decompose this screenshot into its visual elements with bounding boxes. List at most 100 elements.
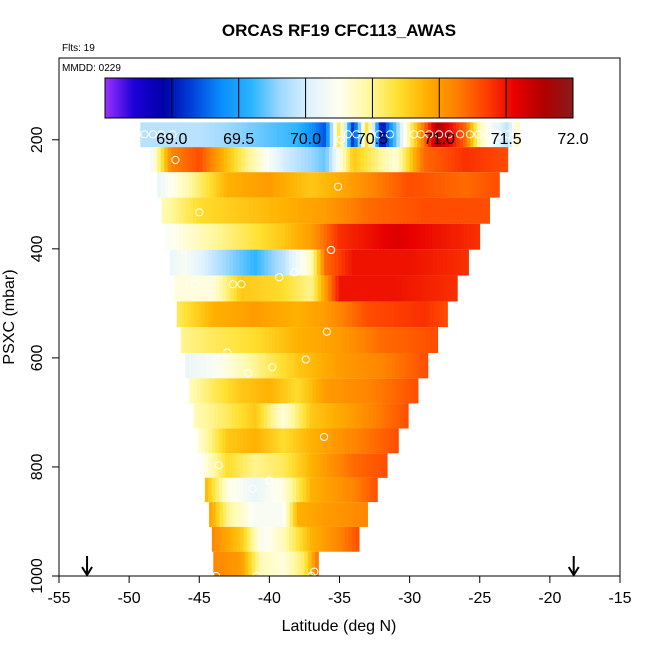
heatmap-cell	[457, 249, 462, 276]
heatmap-cell	[389, 122, 394, 148]
heatmap-cell	[497, 122, 502, 148]
heatmap-cell	[322, 122, 327, 148]
heatmap-cell	[402, 147, 407, 173]
sample-point	[374, 130, 383, 139]
heatmap-cell	[279, 551, 284, 576]
heatmap-cell	[469, 172, 474, 198]
heatmap-cell	[214, 223, 219, 250]
heatmap-cell	[197, 403, 202, 429]
heatmap-cell	[280, 197, 285, 224]
heatmap-cell	[160, 172, 165, 198]
heatmap-cell	[362, 477, 367, 503]
heatmap-cell	[215, 301, 220, 328]
heatmap-cell	[383, 249, 388, 276]
heatmap-cell	[224, 197, 229, 224]
heatmap-cell	[199, 352, 204, 379]
heatmap-cell	[281, 249, 286, 276]
sample-point	[322, 327, 331, 336]
colorbar-tick-label: 69.0	[156, 131, 187, 148]
heatmap-cell	[454, 275, 458, 302]
heatmap-cell	[260, 403, 265, 429]
sample-point	[265, 476, 274, 485]
heatmap-cell	[333, 403, 338, 429]
heatmap-cell	[289, 502, 294, 527]
heatmap-cell	[190, 249, 195, 276]
heatmap-cell	[379, 223, 384, 250]
heatmap-cell	[443, 275, 448, 302]
heatmap-cell	[235, 453, 240, 478]
heatmap-cell	[260, 301, 265, 328]
heatmap-cell	[229, 477, 234, 503]
heatmap-cell	[432, 301, 437, 328]
heatmap-cell	[277, 453, 282, 478]
heatmap-cell	[311, 352, 316, 379]
heatmap-cell	[246, 428, 251, 454]
heatmap-cell	[230, 147, 235, 173]
heatmap-cell	[267, 477, 272, 503]
heatmap-cell	[235, 378, 239, 404]
heatmap-cell	[246, 453, 251, 478]
heatmap-cell	[274, 249, 279, 276]
heatmap-cell	[404, 249, 409, 276]
heatmap-cell	[250, 301, 255, 328]
heatmap-cell	[225, 526, 230, 552]
heatmap-cell	[239, 477, 244, 503]
heatmap-cell	[206, 352, 211, 379]
south-marker-arrow	[81, 556, 93, 577]
heatmap-cell	[248, 352, 253, 379]
heatmap-cell	[349, 275, 354, 302]
heatmap-cell	[352, 526, 357, 552]
heatmap-cell	[374, 147, 379, 173]
heatmap-cell	[324, 301, 328, 328]
heatmap-cell	[228, 453, 233, 478]
heatmap-cell	[204, 477, 209, 503]
heatmap-cell	[348, 428, 353, 454]
heatmap-cell	[186, 223, 191, 250]
heatmap-cell	[345, 301, 350, 328]
heatmap-cell	[249, 403, 254, 429]
heatmap-cell	[253, 428, 258, 454]
heatmap-cell	[228, 122, 232, 148]
heatmap-cell	[213, 147, 218, 173]
heatmap-cell	[238, 378, 243, 404]
x-axis: -55 -50 -45 -40 -35 -30 -25 -20 -15	[47, 575, 632, 607]
heatmap-cell	[314, 275, 319, 302]
heatmap-cell	[209, 502, 213, 527]
heatmap-cell	[366, 327, 371, 353]
heatmap-cell	[426, 275, 431, 302]
heatmap-cell	[451, 147, 456, 173]
x-tick-label: -25	[468, 590, 491, 607]
heatmap-cell	[364, 172, 368, 198]
heatmap-cell	[223, 352, 228, 379]
heatmap-cell	[319, 378, 324, 404]
heatmap-cell	[434, 147, 439, 173]
heatmap-cell	[245, 197, 250, 224]
heatmap-cell	[398, 275, 403, 302]
heatmap-cell	[334, 301, 339, 328]
heatmap-cell	[394, 428, 399, 454]
heatmap-cell	[212, 502, 217, 527]
heatmap-cell	[232, 403, 237, 429]
heatmap-cell	[242, 453, 247, 478]
heatmap-cell	[455, 122, 460, 148]
heatmap-cell	[409, 172, 414, 198]
heatmap-cell	[279, 147, 284, 173]
heatmap-cell	[209, 352, 214, 379]
heatmap-cell	[358, 453, 363, 478]
heatmap-cell	[305, 197, 310, 224]
heatmap-cell	[202, 172, 207, 198]
heatmap-cell	[400, 403, 405, 429]
heatmap-cell	[448, 147, 453, 173]
heatmap-cell	[402, 172, 407, 198]
y-axis-label: PSXC (mbar)	[1, 269, 18, 364]
heatmap-cell	[290, 551, 295, 576]
heatmap-cell	[411, 301, 416, 328]
heatmap-cell	[317, 428, 321, 454]
heatmap-cell	[283, 551, 288, 576]
heatmap-cell	[187, 249, 192, 276]
heatmap-cell	[352, 327, 357, 353]
heatmap-cell	[451, 172, 456, 198]
flights-annotation: Flts: 19	[62, 43, 95, 54]
heatmap-cell	[284, 378, 289, 404]
heatmap-cell	[340, 453, 345, 478]
